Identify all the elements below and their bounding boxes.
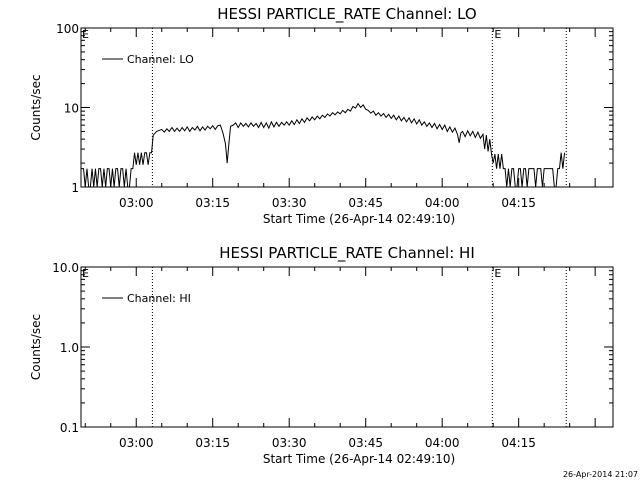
x-tick-label: 03:15 [195, 196, 230, 210]
legend-entry: Channel: LO [127, 53, 194, 66]
x-tick-label: 04:00 [425, 436, 460, 450]
x-tick-label: 03:00 [119, 196, 154, 210]
chart-title: HESSI PARTICLE_RATE Channel: LO [217, 5, 476, 24]
event-marker-label: E [494, 267, 501, 280]
corner-label: E [82, 267, 89, 280]
y-axis-label: Counts/sec [29, 74, 43, 140]
series-line-1 [81, 102, 566, 188]
x-tick-label: 03:00 [119, 436, 154, 450]
plot-frame [80, 266, 614, 428]
x-tick-label: 04:15 [501, 196, 536, 210]
y-axis-label: Counts/sec [29, 314, 43, 380]
y-tick-label: 10 [64, 102, 79, 116]
x-axis-label: Start Time (26-Apr-14 02:49:10) [263, 212, 455, 226]
y-tick-label: 100 [56, 22, 79, 36]
event-marker-label: E [494, 28, 501, 41]
footer-timestamp: 26-Apr-2014 21:07 [563, 470, 638, 479]
legend-entry: Channel: HI [127, 292, 191, 305]
x-tick-label: 04:00 [425, 196, 460, 210]
x-axis-label: Start Time (26-Apr-14 02:49:10) [263, 452, 455, 466]
chart-title: HESSI PARTICLE_RATE Channel: HI [219, 244, 475, 263]
x-tick-label: 04:15 [501, 436, 536, 450]
y-tick-label: 1 [71, 181, 79, 195]
chart-panel-1: HESSI PARTICLE_RATE Channel: LO Counts/se… [29, 5, 614, 226]
chart-panel-2: HESSI PARTICLE_RATE Channel: HI Counts/se… [29, 244, 614, 466]
corner-label: E [82, 28, 89, 41]
x-tick-label: 03:15 [195, 436, 230, 450]
y-tick-label: 0.1 [60, 421, 79, 435]
x-tick-label: 03:45 [348, 196, 383, 210]
x-tick-label: 03:30 [272, 196, 307, 210]
x-tick-label: 03:30 [272, 436, 307, 450]
plot-frame [80, 27, 614, 188]
x-tick-label: 03:45 [348, 436, 383, 450]
y-tick-label: 1.0 [60, 341, 79, 355]
y-tick-label: 10.0 [52, 261, 79, 275]
